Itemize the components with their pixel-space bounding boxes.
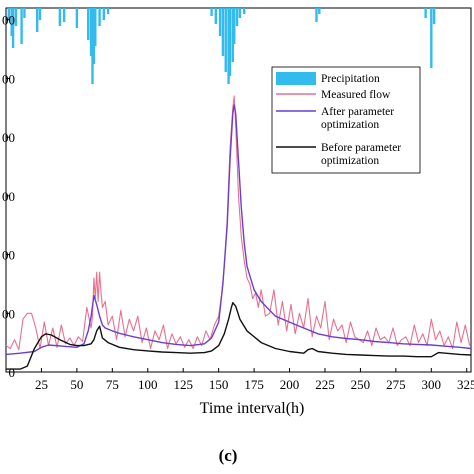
precipitation-bar [210,8,213,16]
x-tick-label: 175 [244,377,264,392]
precipitation-bar [87,8,90,40]
legend-swatch-precipitation [276,72,316,85]
precipitation-bars [7,8,436,84]
precipitation-bar [221,8,225,56]
precipitation-bar [224,8,227,72]
series-line-measured [5,95,471,351]
legend-label-measured: Measured flow [321,89,391,101]
precipitation-bar [231,8,235,62]
plot-border [5,7,472,373]
legend-label-before: optimization [321,155,379,167]
series-line-before [6,302,472,370]
precipitation-bar [62,8,66,22]
y-tick-label: 00 [2,248,15,263]
precipitation-bar [23,8,26,18]
precipitation-bar [315,8,318,22]
x-tick-label: 300 [422,377,442,392]
precipitation-bar [218,8,222,36]
precipitation-bar [20,8,23,44]
legend-label-precipitation: Precipitation [321,73,380,85]
x-tick-label: 25 [35,377,48,392]
series-line-after [5,104,472,356]
precipitation-bar [102,8,106,20]
precipitation-bar [58,8,62,26]
panel-label: (c) [219,446,238,465]
y-tick-label: 00 [2,71,15,86]
precipitation-bar [91,8,94,84]
precipitation-bar [10,8,13,36]
x-tick-label: 325 [457,377,474,392]
precipitation-bar [227,8,230,84]
legend-label-after: optimization [321,119,379,131]
precipitation-bar [318,8,321,14]
precipitation-bar [94,8,97,46]
chart-legend: Precipitation Measured flow After paramete… [271,66,421,174]
precipitation-bar [11,8,15,48]
x-axis-title: Time interval(h) [200,400,305,417]
precipitation-bar [424,8,427,18]
precipitation-bar [7,8,11,20]
precipitation-bar [75,8,79,28]
x-tick-label: 275 [386,377,406,392]
x-tick-label: 125 [173,377,193,392]
legend-label-after: After parameter [321,106,394,118]
x-tick-label: 200 [280,377,300,392]
plot-frame [5,7,472,373]
y-tick-label: 00 [2,189,15,204]
precipitation-bar [242,8,246,14]
precipitation-bar [238,8,242,18]
x-tick-label: 250 [351,377,371,392]
legend-label-before: Before parameter [321,142,401,154]
precipitation-bar [432,8,436,24]
y-tick-label: 00 [2,13,15,28]
x-tick-label: 50 [70,377,83,392]
precipitation-bar [233,8,236,44]
precipitation-bar [214,8,218,24]
precipitation-bar [228,8,232,76]
precipitation-bar [92,8,96,64]
precipitation-bar [35,8,39,32]
precipitation-bar [430,8,433,68]
precipitation-bar [98,8,101,26]
precipitation-bar [106,8,110,14]
precipitation-bar [38,8,42,20]
x-tick-label: 100 [138,377,158,392]
x-tick-label: 75 [106,377,119,392]
precipitation-bar [89,8,93,56]
y-tick-label: 00 [2,306,15,321]
x-axis: 25 50 75 100 125 150 175 200 225 250 275 300 325 [35,368,474,392]
x-tick-label: 225 [315,377,335,392]
y-tick-label: 0 [9,365,16,380]
precipitation-bar [14,8,18,26]
flow-series-lines [5,95,472,370]
y-tick-label: 00 [2,130,15,145]
precipitation-bar [235,8,239,26]
x-tick-label: 150 [209,377,229,392]
